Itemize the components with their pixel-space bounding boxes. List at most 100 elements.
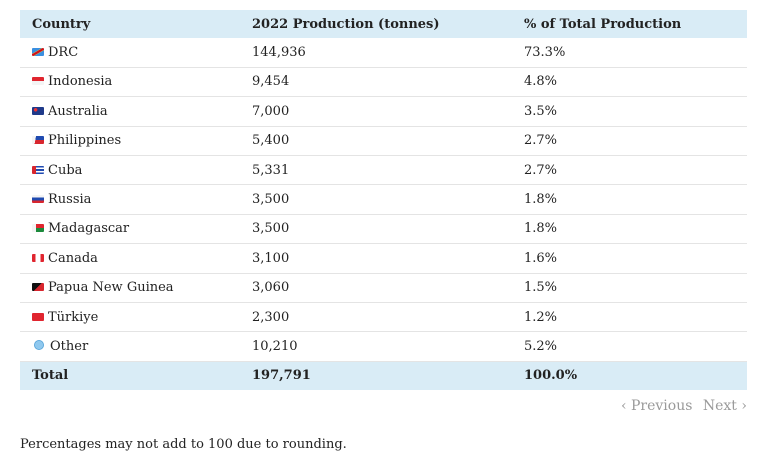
percent-cell: 2.7% [512,155,747,186]
country-cell: Türkiye [20,302,240,333]
country-cell: Madagascar [20,214,240,245]
cell-text: 1.8% [524,192,558,208]
country-cell: Philippines [20,126,240,156]
cell-text: 197,791 [252,368,311,384]
total-row: Total 197,791 100.0% [20,361,747,391]
cell-text: Madagascar [48,221,130,237]
data-table: Country 2022 Production (tonnes) % of To… [20,10,747,391]
next-label[interactable]: Next [702,398,737,414]
table-row: DRC 144,936 73.3% [20,38,747,68]
cell-text: 3,060 [252,280,290,296]
production-cell: 10,210 [240,331,512,362]
country-cell: Australia [20,96,240,127]
percent-cell: 1.5% [512,273,747,303]
cell-text: 5,331 [252,162,290,178]
cell-text: 3,100 [252,250,290,266]
table-row: Madagascar 3,500 1.8% [20,214,747,245]
percent-cell: 5.2% [512,331,747,362]
percent-cell: 1.6% [512,243,747,274]
header-cell: Country [20,10,240,39]
cell-text: 9,454 [252,74,290,90]
cell-text: Papua New Guinea [48,280,174,296]
cell-text: 2.7% [524,133,558,149]
cell-text: 4.8% [524,74,558,90]
production-cell: 3,500 [240,214,512,245]
country-cell: Canada [20,243,240,274]
percent-cell: 2.7% [512,126,747,156]
header-cell: 2022 Production (tonnes) [240,10,512,39]
percent-cell: 3.5% [512,96,747,127]
country-cell: Cuba [20,155,240,186]
production-cell: 5,331 [240,155,512,186]
table-row: Other 10,210 5.2% [20,331,747,362]
production-cell: 3,060 [240,273,512,303]
flag-icon [32,165,44,174]
cell-text: 10,210 [252,338,298,354]
cell-text: 1.8% [524,221,558,237]
flag-icon [32,48,44,57]
cell-text: 5.2% [524,338,558,354]
flag-icon [32,312,44,321]
production-cell: 9,454 [240,67,512,98]
table-row: Indonesia 9,454 4.8% [20,67,747,98]
country-cell: Indonesia [20,67,240,98]
cell-text: Indonesia [48,74,113,90]
table-row: Australia 7,000 3.5% [20,96,747,127]
cell-text: 1.5% [524,280,558,296]
header-cell: % of Total Production [512,10,747,39]
cell-text: 2.7% [524,162,558,178]
table-row: Türkiye 2,300 1.2% [20,302,747,333]
country-cell: DRC [20,38,240,68]
percent-cell: 1.2% [512,302,747,333]
flag-icon [32,224,44,233]
previous-button[interactable]: ‹ Previous [620,398,693,414]
table-row: Cuba 5,331 2.7% [20,155,747,186]
flag-icon [34,339,44,350]
cell-text: Russia [48,192,92,208]
percent-cell: 4.8% [512,67,747,98]
previous-label[interactable]: Previous [631,398,693,414]
percent-cell: 73.3% [512,38,747,68]
production-cell: 3,500 [240,184,512,215]
percent-cell: 1.8% [512,184,747,215]
flag-icon [32,195,44,204]
cell-text: Other [50,338,89,354]
country-cell: Total [20,361,240,391]
cell-text: 144,936 [252,45,306,61]
flag-icon [32,136,44,145]
cell-text: Total [32,368,69,384]
flag-icon [32,253,44,262]
table-row: Papua New Guinea 3,060 1.5% [20,273,747,303]
table-row: Philippines 5,400 2.7% [20,126,747,156]
footnote: Percentages may not add to 100 due to ro… [20,437,347,452]
cell-text: 73.3% [524,45,566,61]
table-row: Canada 3,100 1.6% [20,243,747,274]
table-row: Russia 3,500 1.8% [20,184,747,215]
production-cell: 5,400 [240,126,512,156]
cell-text: Cuba [48,162,83,178]
production-cell: 197,791 [240,361,512,391]
country-cell: Russia [20,184,240,215]
production-cell: 2,300 [240,302,512,333]
cell-text: 100.0% [524,368,578,384]
next-button[interactable]: Next › [702,398,747,414]
flag-icon [32,283,44,292]
cell-text: DRC [48,45,79,61]
cell-text: Philippines [48,133,122,149]
cell-text: Türkiye [48,309,99,325]
cell-text: Australia [48,103,108,119]
cell-text: 7,000 [252,103,290,119]
cell-text: 3.5% [524,103,558,119]
cell-text: 5,400 [252,133,290,149]
cell-text: 1.2% [524,309,558,325]
percent-cell: 1.8% [512,214,747,245]
production-cell: 144,936 [240,38,512,68]
percent-cell: 100.0% [512,361,747,391]
production-cell: 3,100 [240,243,512,274]
flag-icon [32,106,44,115]
flag-icon [32,77,44,86]
country-cell: Papua New Guinea [20,273,240,303]
header-row: Country 2022 Production (tonnes) % of To… [20,10,747,39]
cell-text: 3,500 [252,221,290,237]
